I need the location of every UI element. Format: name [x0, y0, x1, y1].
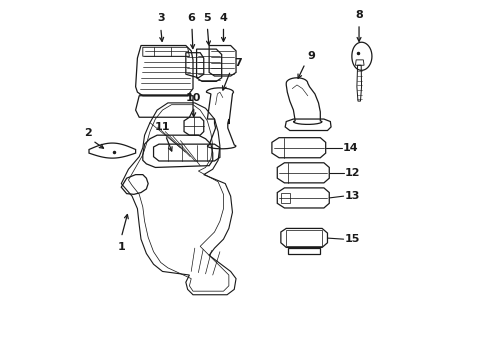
Text: 12: 12	[344, 168, 360, 178]
Text: 11: 11	[155, 122, 170, 132]
Text: 8: 8	[355, 10, 363, 21]
Text: 5: 5	[203, 13, 210, 23]
Text: 9: 9	[307, 51, 315, 61]
Text: 2: 2	[84, 128, 92, 138]
Text: 14: 14	[343, 143, 359, 153]
Text: 15: 15	[344, 234, 360, 244]
Text: 4: 4	[220, 13, 227, 23]
Text: 3: 3	[157, 13, 165, 23]
Text: 1: 1	[118, 242, 125, 252]
Text: 7: 7	[234, 58, 242, 68]
Text: 10: 10	[186, 93, 201, 103]
Text: 6: 6	[187, 13, 195, 23]
Text: 13: 13	[344, 191, 360, 201]
